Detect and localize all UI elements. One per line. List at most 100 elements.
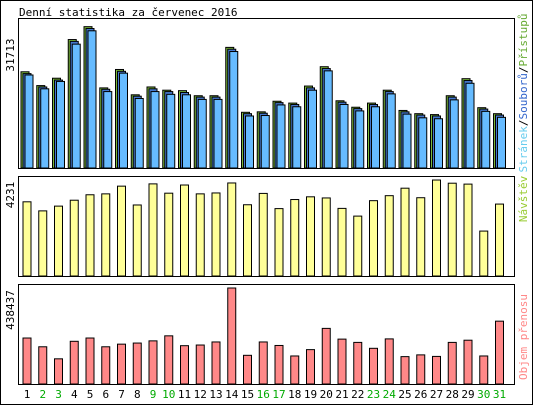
- bar-pages-day-3: [56, 80, 65, 169]
- bar-pages-day-20: [323, 70, 333, 169]
- bar-traffic-day-9: [148, 340, 158, 385]
- bar-visits-day-17: [274, 208, 284, 277]
- bar-visits-day-6: [101, 193, 111, 277]
- x-label-day-23: 23: [367, 388, 380, 401]
- bar-visits-day-26: [416, 197, 426, 277]
- bar-pages-day-6: [103, 91, 113, 169]
- bar-traffic-day-10: [164, 335, 174, 385]
- bar-visits-day-25: [400, 187, 410, 277]
- bar-traffic-day-22: [353, 341, 363, 385]
- legend-hits: Přístupů: [517, 14, 530, 67]
- bar-visits-day-5: [85, 194, 95, 277]
- bar-pages-day-5: [87, 30, 97, 169]
- bar-traffic-day-7: [117, 343, 126, 385]
- bar-traffic-day-5: [85, 337, 95, 385]
- bar-pages-day-29: [465, 82, 475, 169]
- x-label-day-30: 30: [477, 388, 490, 401]
- x-label-day-9: 9: [150, 388, 157, 401]
- bar-traffic-day-18: [290, 355, 300, 385]
- visits-bars: [22, 179, 504, 277]
- bar-visits-day-3: [54, 205, 63, 277]
- bar-traffic-day-11: [180, 345, 189, 385]
- bar-traffic-day-31: [495, 320, 504, 385]
- chart-title: Denní statistika za červenec 2016: [19, 6, 238, 19]
- x-label-day-2: 2: [39, 388, 46, 401]
- x-label-day-17: 17: [272, 388, 285, 401]
- panel-traffic-frame: [18, 284, 515, 385]
- bar-traffic-day-8: [132, 342, 142, 385]
- bar-pages-day-18: [292, 106, 302, 169]
- bar-traffic-day-20: [321, 327, 331, 385]
- bar-pages-day-19: [308, 89, 317, 169]
- bar-traffic-day-14: [227, 287, 237, 385]
- bar-visits-day-16: [258, 192, 268, 277]
- bar-pages-day-9: [150, 91, 160, 169]
- x-axis-day-labels: 1 2 3 4 5 6 7 8 9 10 11 12 13 14 15 16 17 18 19 20 21 22 23 24 2…: [24, 388, 506, 401]
- bar-traffic-day-3: [54, 358, 63, 385]
- bar-visits-day-19: [306, 196, 315, 277]
- x-label-day-19: 19: [304, 388, 317, 401]
- traffic-bars: [22, 287, 504, 385]
- bar-pages-day-17: [276, 104, 286, 169]
- bar-visits-day-4: [69, 199, 79, 277]
- bar-pages-day-24: [386, 93, 396, 169]
- bar-pages-day-1: [24, 74, 34, 169]
- bar-pages-day-12: [197, 98, 207, 169]
- bar-traffic-day-12: [195, 344, 205, 385]
- bar-visits-day-29: [463, 183, 473, 277]
- bar-pages-day-8: [134, 97, 144, 169]
- bar-pages-day-7: [119, 72, 128, 169]
- bar-visits-day-24: [384, 195, 394, 277]
- x-label-day-5: 5: [87, 388, 94, 401]
- bar-visits-day-22: [353, 215, 363, 277]
- x-label-day-29: 29: [461, 388, 474, 401]
- bar-visits-day-28: [447, 182, 457, 277]
- legend-files: Souborů: [517, 73, 530, 119]
- bar-visits-day-15: [243, 204, 252, 277]
- bar-traffic-day-21: [337, 338, 347, 385]
- bar-pages-day-31: [497, 116, 506, 169]
- bar-visits-day-18: [290, 199, 300, 277]
- bar-visits-day-23: [369, 200, 378, 277]
- bar-visits-day-13: [211, 192, 221, 277]
- bar-pages-day-14: [229, 51, 239, 169]
- x-label-day-16: 16: [257, 388, 270, 401]
- bar-pages-day-21: [339, 103, 349, 169]
- bar-pages-day-30: [481, 110, 491, 169]
- bar-traffic-day-1: [22, 337, 32, 385]
- hits-ymax-label: 31713: [4, 38, 17, 71]
- bar-traffic-day-24: [384, 338, 394, 385]
- x-label-day-11: 11: [178, 388, 191, 401]
- hits-legend: Stránek/Souborů/Přístupů: [517, 14, 530, 173]
- bar-visits-day-7: [117, 185, 126, 277]
- bar-pages-day-10: [166, 93, 176, 169]
- x-label-day-4: 4: [71, 388, 78, 401]
- bar-traffic-day-25: [400, 356, 410, 385]
- bar-visits-day-1: [22, 201, 32, 277]
- bar-pages-day-28: [449, 99, 459, 169]
- bar-pages-day-25: [402, 113, 412, 169]
- bar-visits-day-14: [227, 182, 237, 277]
- bar-pages-day-23: [371, 106, 380, 169]
- bar-pages-day-4: [71, 43, 81, 169]
- x-label-day-28: 28: [446, 388, 459, 401]
- x-label-day-22: 22: [351, 388, 364, 401]
- x-label-day-21: 21: [335, 388, 348, 401]
- x-label-day-10: 10: [162, 388, 175, 401]
- bar-traffic-day-13: [211, 341, 221, 385]
- bar-visits-day-30: [479, 230, 489, 277]
- legend-visits: Návštěv: [517, 175, 530, 222]
- x-label-day-18: 18: [288, 388, 301, 401]
- bar-traffic-day-23: [369, 347, 378, 385]
- x-label-day-12: 12: [194, 388, 207, 401]
- bar-traffic-day-19: [306, 349, 315, 385]
- x-label-day-1: 1: [24, 388, 31, 401]
- bar-pages-day-15: [245, 115, 254, 169]
- x-label-day-15: 15: [241, 388, 254, 401]
- bar-visits-day-31: [495, 203, 504, 277]
- bar-visits-day-11: [180, 184, 189, 277]
- x-label-day-27: 27: [430, 388, 443, 401]
- bar-traffic-day-26: [416, 354, 426, 385]
- bar-visits-day-9: [148, 183, 158, 277]
